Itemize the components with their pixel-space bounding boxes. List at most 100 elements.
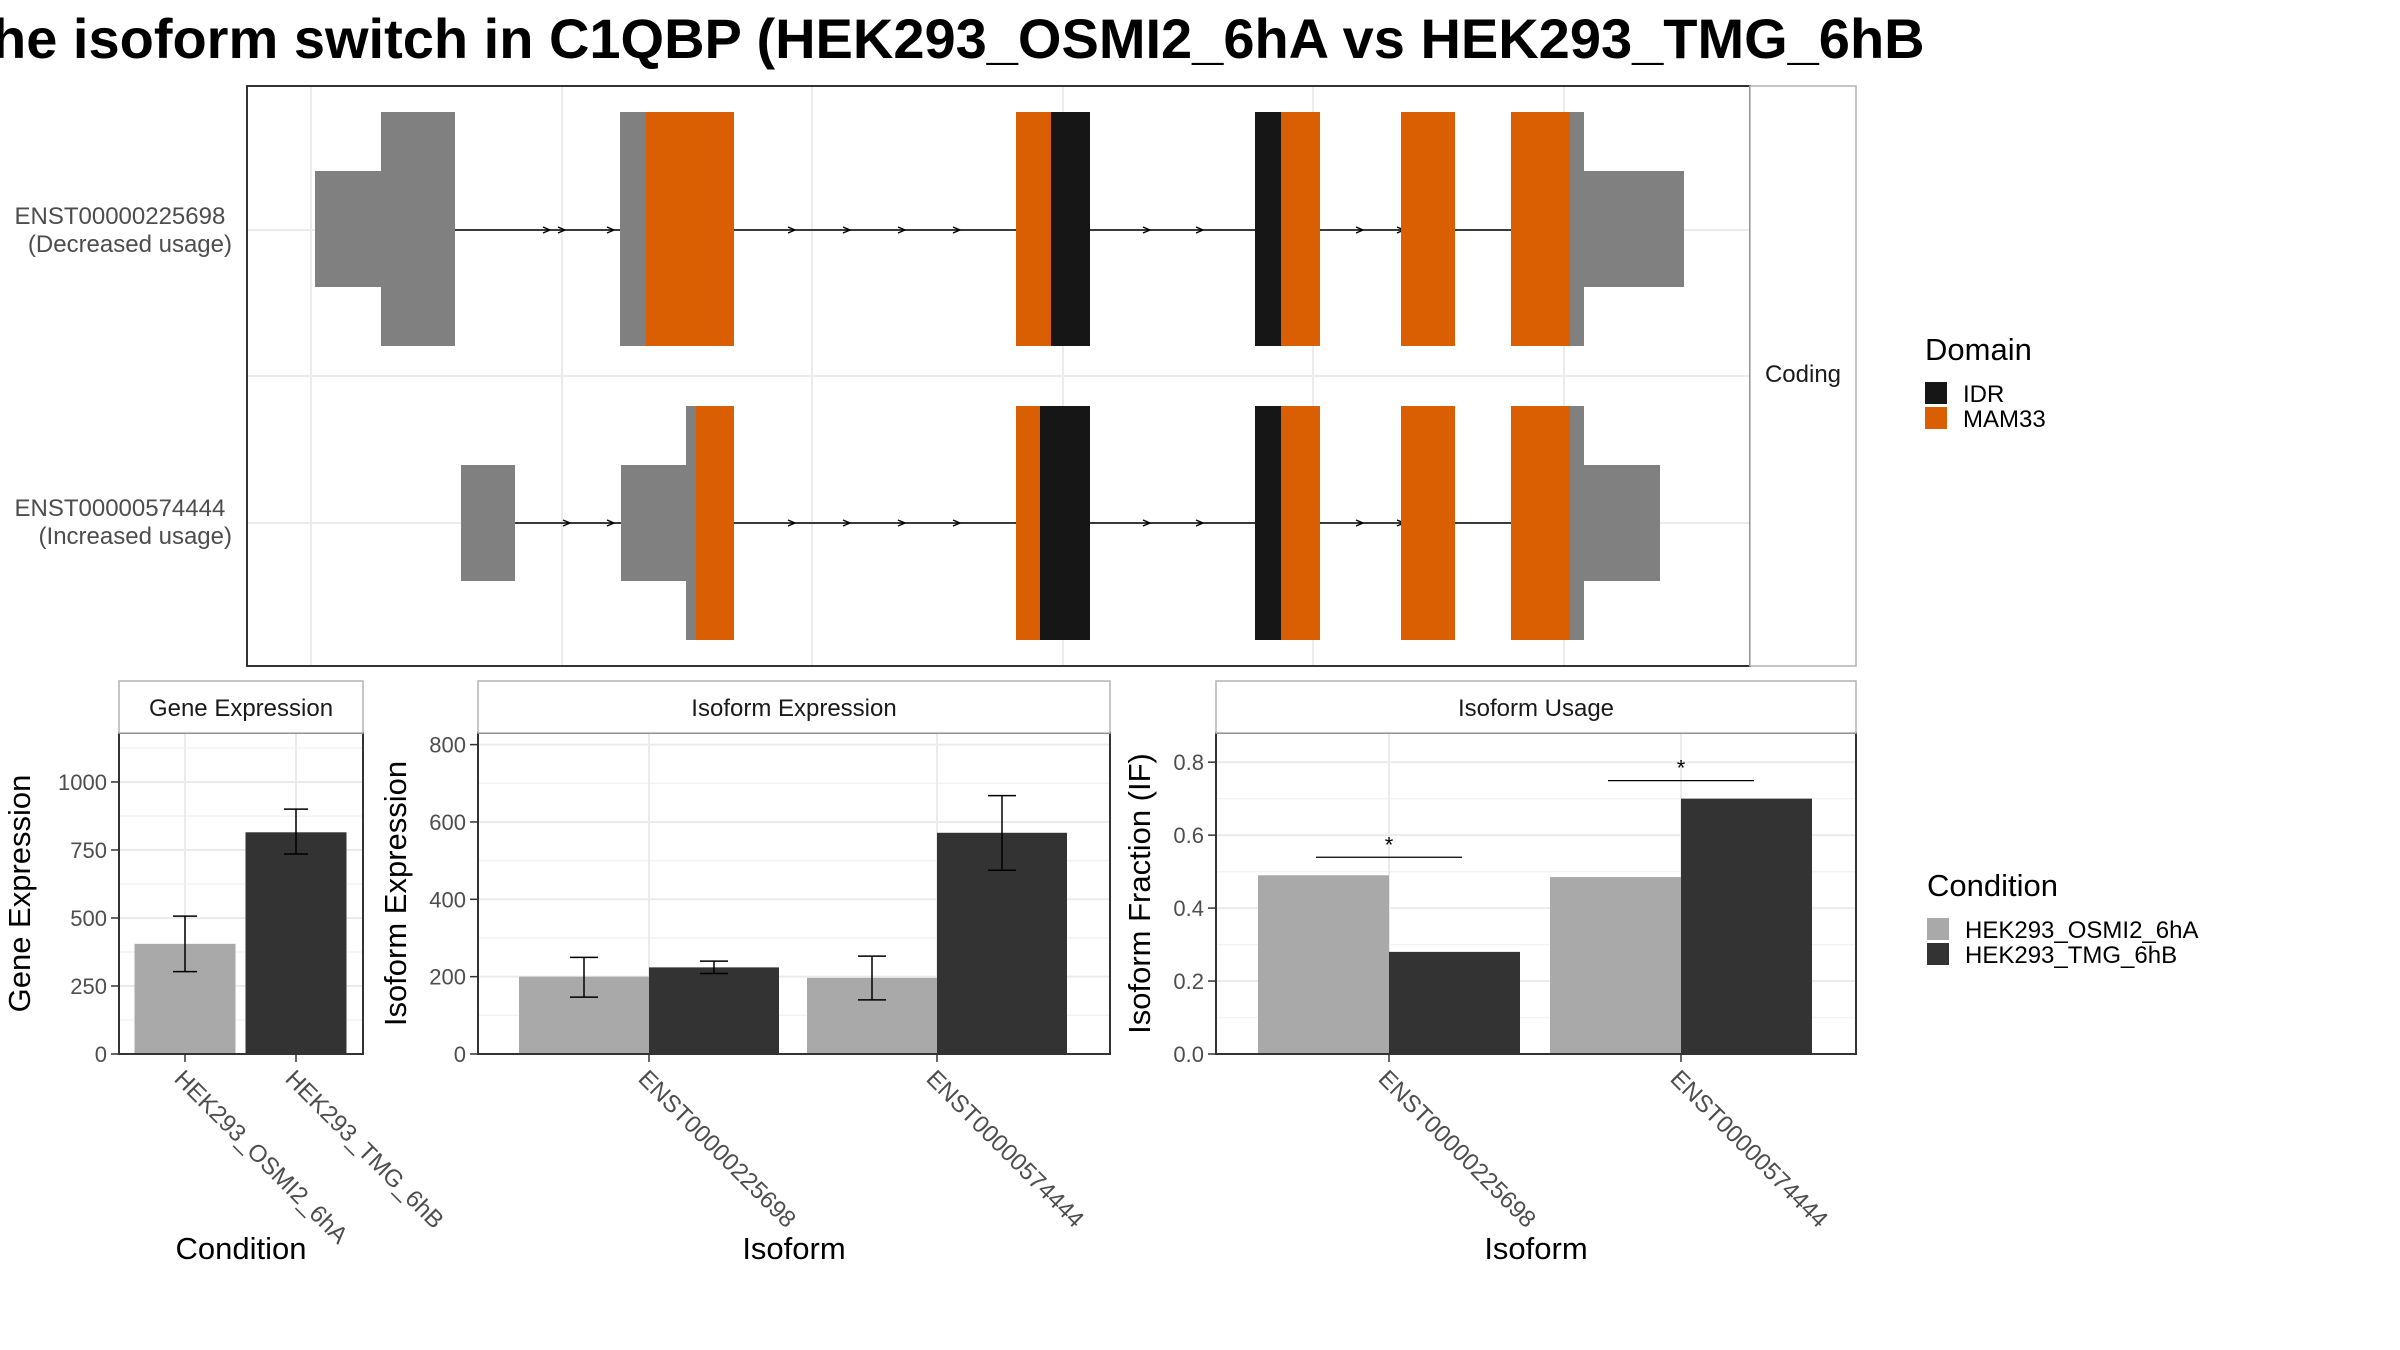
y-tick-label-0: 0 — [95, 1042, 107, 1067]
intron-direction-arrow-7 — [1195, 519, 1205, 527]
chart-title: Gene Expression — [149, 695, 333, 722]
bar-HEK293_TMG_6hB-ENST00000225698 — [1389, 951, 1520, 1054]
intron-direction-arrow-8 — [1355, 519, 1365, 527]
exon-utr-2 — [620, 112, 646, 346]
condition-legend-key-a — [1927, 918, 1949, 940]
bar-HEK293_OSMI2_6hA-ENST00000574444 — [1550, 877, 1681, 1054]
bar-HEK293_TMG_6hB — [245, 832, 347, 1054]
intron-direction-arrow-0 — [562, 519, 572, 527]
transcript-track-2 — [461, 406, 1660, 640]
condition-legend-title: Condition — [1927, 868, 2058, 903]
exon-domain-mam33-7 — [1281, 406, 1320, 640]
exon-domain-mam33-4 — [1016, 112, 1051, 346]
y-tick-label-2: 0.4 — [1173, 896, 1204, 921]
y-axis-label: Isoform Fraction (IF) — [1122, 753, 1157, 1034]
domain-legend: Domain IDR MAM33 — [1925, 332, 2046, 433]
exon-domain-mam33-4 — [1016, 406, 1040, 640]
isoform-label-1: ENST00000225698 (Decreased usage) — [14, 203, 232, 258]
condition-legend: Condition HEK293_OSMI2_6hA HEK293_TMG_6h… — [1927, 868, 2198, 969]
significance-label-0: * — [1385, 832, 1394, 857]
figure-title: he isoform switch in C1QBP (HEK293_OSMI2… — [0, 7, 1925, 70]
domain-legend-title: Domain — [1925, 332, 2032, 367]
y-tick-label-3: 0.6 — [1173, 823, 1204, 848]
x-axis-label: Isoform — [742, 1231, 845, 1266]
intron-direction-arrow-4 — [897, 519, 907, 527]
y-tick-label-3: 750 — [70, 838, 107, 863]
intron-direction-arrow-9 — [1195, 226, 1205, 234]
isoform-2-id: ENST00000574444 — [14, 495, 225, 522]
exon-utr-1 — [381, 112, 455, 346]
structure-panel: Coding ENST00000225698 (Decreased usage)… — [14, 85, 1857, 667]
chart-title: Isoform Usage — [1458, 695, 1614, 722]
exon-domain-mam33-3 — [646, 112, 734, 346]
isoform-1-id: ENST00000225698 — [14, 203, 225, 230]
significance-label-1: * — [1677, 756, 1686, 781]
y-tick-label-1: 200 — [429, 965, 466, 990]
condition-legend-key-b — [1927, 943, 1949, 965]
intron-direction-arrow-3 — [842, 519, 852, 527]
exon-domain-idr-6 — [1255, 112, 1281, 346]
y-tick-label-2: 400 — [429, 887, 466, 912]
y-tick-label-1: 250 — [70, 974, 107, 999]
strip-box — [118, 680, 364, 734]
intron-direction-arrow-1 — [606, 519, 616, 527]
isoform-1-note: (Decreased usage) — [28, 231, 232, 258]
y-tick-label-3: 600 — [429, 810, 466, 835]
intron-direction-arrow-6 — [1142, 519, 1152, 527]
bar-HEK293_OSMI2_6hA-ENST00000225698 — [1258, 875, 1389, 1054]
y-tick-label-4: 800 — [429, 733, 466, 758]
y-axis-label: Gene Expression — [2, 775, 37, 1013]
isoform-label-2: ENST00000574444 (Increased usage) — [14, 495, 232, 550]
condition-legend-label-a: HEK293_OSMI2_6hA — [1965, 917, 2198, 944]
bar-HEK293_TMG_6hB-ENST00000574444 — [1681, 798, 1812, 1054]
y-tick-label-1: 0.2 — [1173, 969, 1204, 994]
exon-domain-mam33-9 — [1511, 406, 1570, 640]
exon-domain-mam33-7 — [1281, 112, 1320, 346]
exon-utr-11 — [1584, 171, 1684, 287]
intron-direction-arrow-5 — [952, 519, 962, 527]
domain-legend-key-idr — [1925, 382, 1947, 404]
exon-domain-idr-5 — [1040, 406, 1090, 640]
intron-direction-arrow-5 — [842, 226, 852, 234]
exon-domain-mam33-8 — [1401, 112, 1455, 346]
exon-utr-1 — [621, 465, 686, 581]
domain-legend-key-mam33 — [1925, 407, 1947, 429]
isoform-2-note: (Increased usage) — [39, 523, 232, 550]
y-tick-label-0: 0 — [454, 1042, 466, 1067]
exon-domain-mam33-8 — [1401, 406, 1455, 640]
structure-tracks — [315, 112, 1684, 640]
exon-utr-10 — [1570, 406, 1584, 640]
exon-domain-mam33-3 — [696, 406, 734, 640]
intron-direction-arrow-4 — [787, 226, 797, 234]
y-tick-label-4: 1000 — [58, 770, 107, 795]
intron-direction-arrow-7 — [952, 226, 962, 234]
exon-domain-idr-5 — [1051, 112, 1090, 346]
intron-direction-arrow-8 — [1142, 226, 1152, 234]
facet-strip — [1749, 85, 1857, 667]
strip-box — [477, 680, 1111, 734]
y-axis-label: Isoform Expression — [378, 761, 413, 1026]
intron-direction-arrow-0 — [542, 226, 552, 234]
x-axis-label: Condition — [176, 1231, 307, 1266]
exon-utr-2 — [686, 406, 696, 640]
exon-domain-idr-6 — [1255, 406, 1281, 640]
exon-utr-11 — [1584, 465, 1660, 581]
exon-utr-10 — [1570, 112, 1584, 346]
exon-domain-mam33-9 — [1511, 112, 1570, 346]
y-tick-label-0: 0.0 — [1173, 1042, 1204, 1067]
exon-utr-0 — [461, 465, 515, 581]
intron-direction-arrow-10 — [1355, 226, 1365, 234]
facet-label: Coding — [1765, 361, 1841, 388]
bar-HEK293_TMG_6hB-ENST00000225698 — [649, 967, 779, 1054]
y-tick-label-2: 500 — [70, 906, 107, 931]
exon-utr-0 — [315, 171, 381, 287]
x-axis-label: Isoform — [1484, 1231, 1587, 1266]
domain-legend-label-idr: IDR — [1963, 381, 2004, 408]
chart-title: Isoform Expression — [691, 695, 896, 722]
transcript-track-1 — [315, 112, 1684, 346]
intron-direction-arrow-2 — [787, 519, 797, 527]
intron-direction-arrow-6 — [897, 226, 907, 234]
domain-legend-label-mam33: MAM33 — [1963, 406, 2046, 433]
y-tick-label-4: 0.8 — [1173, 750, 1204, 775]
